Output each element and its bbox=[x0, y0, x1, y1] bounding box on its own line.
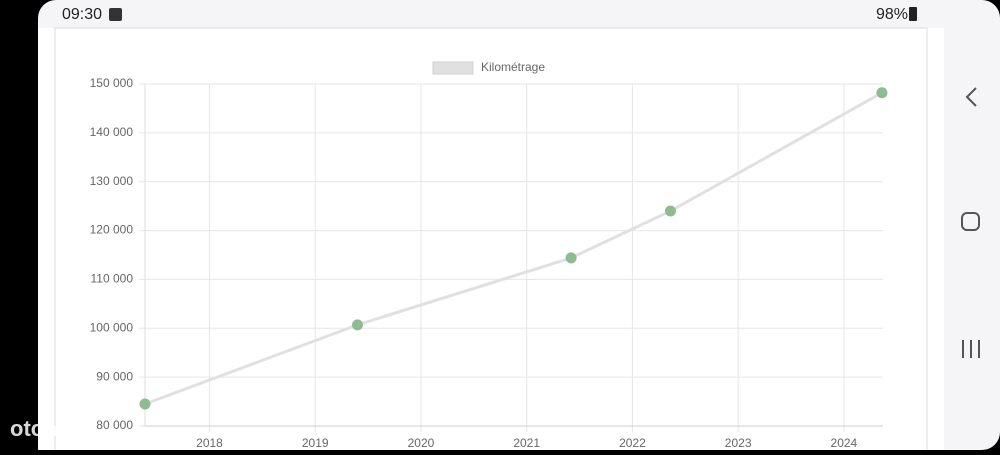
y-tick-label: 150 000 bbox=[90, 76, 134, 90]
x-tick-label: 2019 bbox=[302, 436, 329, 450]
x-tick-label: 2018 bbox=[196, 436, 223, 450]
status-time: 09:30 bbox=[62, 6, 102, 23]
data-point bbox=[352, 319, 364, 331]
x-tick-label: 2020 bbox=[408, 436, 435, 450]
data-point bbox=[876, 87, 888, 99]
y-tick-label: 90 000 bbox=[96, 369, 133, 383]
data-point bbox=[139, 398, 151, 410]
y-tick-label: 100 000 bbox=[90, 320, 134, 334]
status-battery: 98% bbox=[876, 6, 908, 23]
chart: 80 000 90 000 100 000 110 000 120 000 130 000… bbox=[90, 60, 888, 450]
card bbox=[54, 27, 928, 455]
y-tick-label: 110 000 bbox=[91, 272, 134, 286]
gallery-icon bbox=[109, 8, 122, 21]
battery-icon bbox=[909, 7, 917, 21]
back-button[interactable] bbox=[965, 87, 977, 107]
data-point bbox=[565, 252, 577, 264]
x-tick-label: 2024 bbox=[831, 436, 858, 450]
y-tick-label: 120 000 bbox=[90, 223, 134, 237]
home-button[interactable] bbox=[961, 212, 980, 231]
legend-swatch bbox=[432, 61, 474, 75]
y-tick-label: 80 000 bbox=[96, 418, 133, 432]
y-tick-label: 130 000 bbox=[90, 174, 134, 188]
x-tick-label: 2021 bbox=[513, 436, 540, 450]
data-point bbox=[664, 205, 676, 217]
legend-label: Kilométrage bbox=[481, 60, 545, 74]
recents-button[interactable] bbox=[962, 340, 980, 358]
x-tick-label: 2022 bbox=[619, 436, 646, 450]
y-tick-label: 140 000 bbox=[90, 125, 134, 139]
watermark: otomoto bbox=[10, 416, 98, 441]
x-tick-label: 2023 bbox=[725, 436, 752, 450]
